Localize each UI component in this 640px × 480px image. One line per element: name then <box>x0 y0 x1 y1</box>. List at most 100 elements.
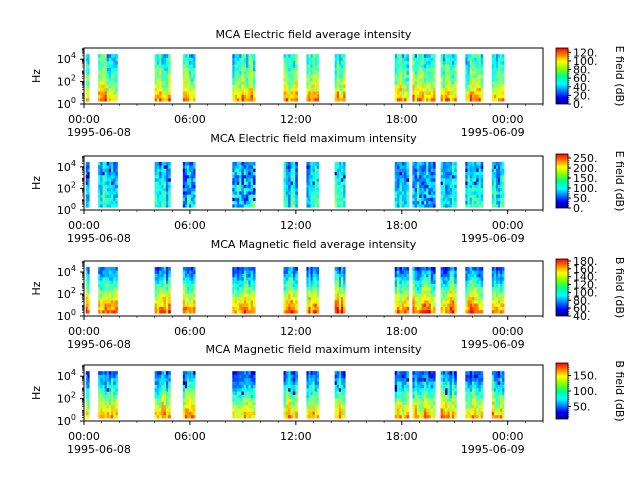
spectrogram-cell <box>406 194 410 198</box>
spectrogram-cell <box>476 276 479 281</box>
spectrogram-cell <box>184 187 188 192</box>
spectrogram-cell <box>430 184 434 189</box>
spectrogram-cell <box>232 384 235 389</box>
spectrogram-cell <box>480 181 484 185</box>
spectrogram-cell <box>241 191 245 195</box>
spectrogram-cell <box>497 194 501 198</box>
spectrogram-cell <box>334 401 338 406</box>
colorbar <box>556 259 568 316</box>
spectrogram-cell <box>108 181 112 185</box>
spectrogram-cell <box>401 270 405 274</box>
spectrogram-cell <box>430 181 434 185</box>
spectrogram-cell <box>449 283 453 288</box>
spectrogram-cell <box>495 200 499 205</box>
spectrogram-cell <box>285 300 289 304</box>
spectrogram-cell <box>469 74 473 78</box>
spectrogram-cell <box>163 70 167 75</box>
spectrogram-cell <box>341 70 344 75</box>
spectrogram-cell <box>243 197 247 202</box>
spectrogram-cell <box>500 197 503 202</box>
spectrogram-cell <box>191 161 194 166</box>
spectrogram-cell <box>111 283 114 288</box>
spectrogram-cell <box>193 300 196 304</box>
spectrogram-cell <box>111 296 114 301</box>
spectrogram-cell <box>314 77 318 82</box>
spectrogram-cell <box>474 81 477 85</box>
spectrogram-cell <box>336 174 340 179</box>
spectrogram-cell <box>288 178 291 182</box>
y-axis-label: Hz <box>30 69 43 83</box>
spectrogram-cell <box>184 60 188 65</box>
spectrogram-cell <box>106 200 110 205</box>
spectrogram-cell <box>184 296 188 301</box>
spectrogram-cell <box>451 97 455 102</box>
spectrogram-cell <box>108 411 112 416</box>
spectrogram-cell <box>399 381 403 385</box>
spectrogram-cell <box>100 81 103 85</box>
spectrogram-cell <box>250 276 254 281</box>
spectrogram-cell <box>250 194 254 198</box>
spectrogram-cell <box>87 387 90 392</box>
spectrogram-cell <box>397 371 400 375</box>
spectrogram-cell <box>163 384 167 389</box>
spectrogram-cell <box>168 273 171 278</box>
spectrogram-cell <box>108 204 112 208</box>
spectrogram-cell <box>440 84 444 89</box>
spectrogram-cell <box>288 77 291 82</box>
spectrogram-block <box>85 371 90 419</box>
spectrogram-cell <box>428 87 432 92</box>
spectrogram-cell <box>497 87 501 92</box>
spectrogram-cell <box>491 293 495 298</box>
spectrogram-cell <box>471 276 475 281</box>
spectrogram-cell <box>449 70 453 75</box>
spectrogram-cell <box>182 64 186 68</box>
spectrogram-cell <box>442 81 446 85</box>
spectrogram-cell <box>163 97 167 102</box>
spectrogram-cell <box>292 381 296 385</box>
spectrogram-cell <box>478 181 482 185</box>
spectrogram-cell <box>414 286 418 291</box>
spectrogram-cell <box>404 300 407 304</box>
spectrogram-cell <box>193 387 196 392</box>
spectrogram-cell <box>239 178 242 182</box>
spectrogram-cell <box>113 165 116 169</box>
spectrogram-cell <box>412 57 415 62</box>
spectrogram-cell <box>236 290 240 294</box>
spectrogram-cell <box>154 204 158 208</box>
spectrogram-cell <box>440 171 444 176</box>
spectrogram-cell <box>491 290 495 294</box>
spectrogram-cell <box>182 77 186 82</box>
spectrogram-cell <box>113 394 116 399</box>
spectrogram-cell <box>491 60 495 65</box>
colorbar-label: E field (dB) <box>613 151 626 212</box>
spectrogram-cell <box>156 81 160 85</box>
spectrogram-cell <box>433 97 436 102</box>
spectrogram-cell <box>440 94 444 99</box>
spectrogram-cell <box>306 286 309 291</box>
spectrogram-cell <box>412 374 415 379</box>
spectrogram-cell <box>246 168 249 172</box>
spectrogram-cell <box>334 303 338 307</box>
spectrogram-cell <box>399 293 403 298</box>
spectrogram-cell <box>474 74 477 78</box>
spectrogram-cell <box>232 309 235 314</box>
spectrogram-cell <box>343 290 346 294</box>
spectrogram-cell <box>308 200 311 205</box>
spectrogram-cell <box>290 404 294 409</box>
spectrogram-cell <box>239 374 242 379</box>
spectrogram-cell <box>401 165 405 169</box>
spectrogram-cell <box>336 411 340 416</box>
spectrogram-cell <box>310 283 313 288</box>
spectrogram-cell <box>295 194 298 198</box>
spectrogram-cell <box>423 91 427 95</box>
spectrogram-cell <box>312 74 315 78</box>
spectrogram-cell <box>252 401 256 406</box>
spectrogram-cell <box>314 97 318 102</box>
spectrogram-cell <box>111 200 114 205</box>
spectrogram-cell <box>165 371 169 375</box>
spectrogram-cell <box>495 306 499 311</box>
spectrogram-cell <box>334 371 338 375</box>
spectrogram-cell <box>451 197 455 202</box>
spectrogram-cell <box>312 191 315 195</box>
spectrogram-cell <box>182 293 186 298</box>
